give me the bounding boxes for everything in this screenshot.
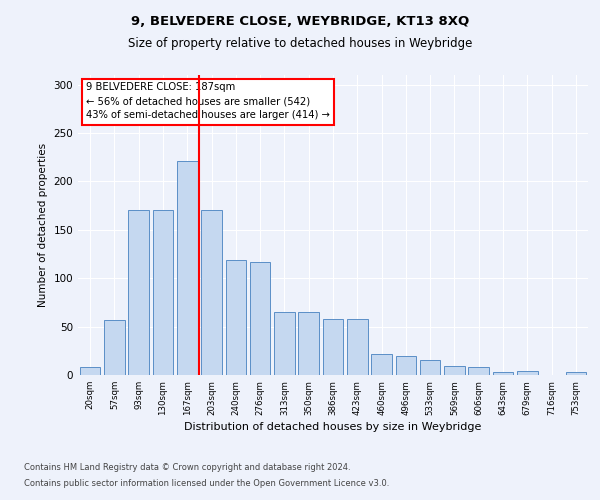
Text: Size of property relative to detached houses in Weybridge: Size of property relative to detached ho… <box>128 38 472 51</box>
Text: 9, BELVEDERE CLOSE, WEYBRIDGE, KT13 8XQ: 9, BELVEDERE CLOSE, WEYBRIDGE, KT13 8XQ <box>131 15 469 28</box>
Bar <box>347 319 368 375</box>
Bar <box>201 210 222 375</box>
Y-axis label: Number of detached properties: Number of detached properties <box>38 143 48 307</box>
Bar <box>493 372 514 375</box>
Bar <box>274 312 295 375</box>
Bar <box>226 260 246 375</box>
Text: Distribution of detached houses by size in Weybridge: Distribution of detached houses by size … <box>184 422 482 432</box>
Bar <box>177 161 197 375</box>
Bar <box>517 371 538 375</box>
Text: 9 BELVEDERE CLOSE: 187sqm
← 56% of detached houses are smaller (542)
43% of semi: 9 BELVEDERE CLOSE: 187sqm ← 56% of detac… <box>86 82 329 120</box>
Bar <box>80 368 100 375</box>
Bar <box>250 262 271 375</box>
Bar <box>104 320 125 375</box>
Bar <box>395 356 416 375</box>
Bar <box>420 360 440 375</box>
Bar <box>298 312 319 375</box>
Bar <box>469 368 489 375</box>
Bar <box>444 366 465 375</box>
Bar <box>323 319 343 375</box>
Bar <box>371 354 392 375</box>
Bar <box>566 372 586 375</box>
Text: Contains HM Land Registry data © Crown copyright and database right 2024.: Contains HM Land Registry data © Crown c… <box>24 462 350 471</box>
Bar <box>152 210 173 375</box>
Text: Contains public sector information licensed under the Open Government Licence v3: Contains public sector information licen… <box>24 479 389 488</box>
Bar <box>128 210 149 375</box>
